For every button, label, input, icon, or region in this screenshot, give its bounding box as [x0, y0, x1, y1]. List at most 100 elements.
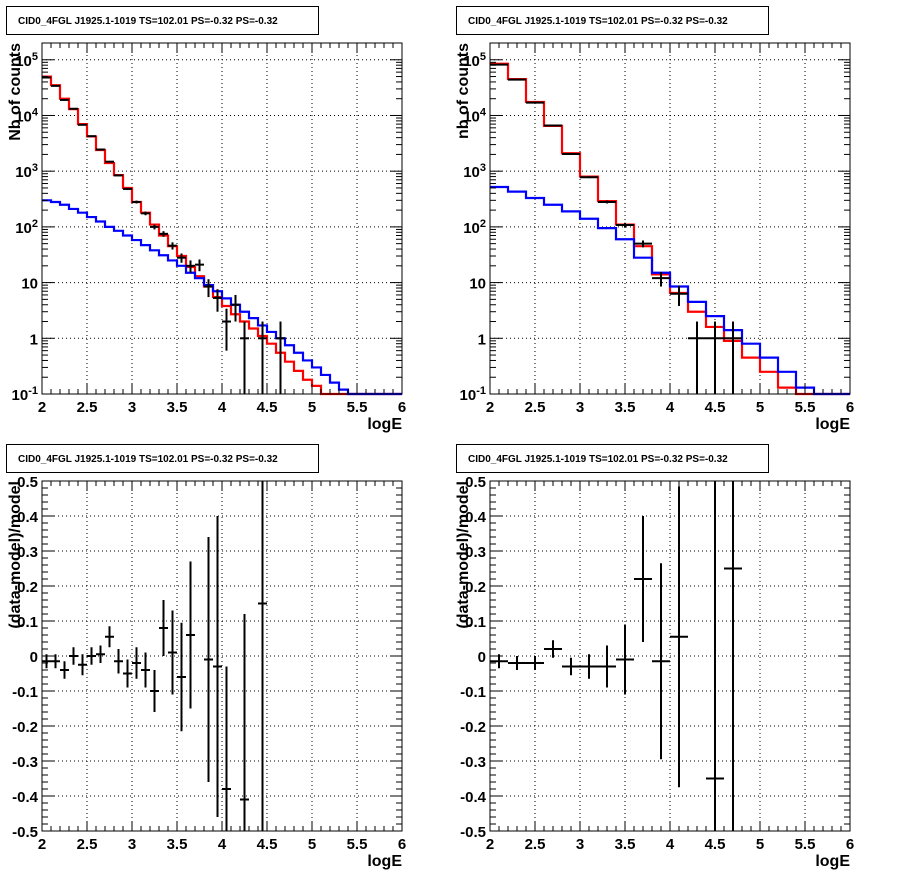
plot-title: CID0_4FGL J1925.1-1019 TS=102.01 PS=-0.3…: [18, 16, 278, 27]
x-axis: 2 2.5 3 3.5 4 4.5 5 5.5 6: [486, 43, 854, 416]
grid: [490, 43, 850, 394]
y-tick-label: 1: [478, 331, 486, 348]
x-tick-label: 3.5: [615, 399, 636, 416]
chart-panel-1: CID0_4FGL J1925.1-1019 TS=102.01 PS=-0.3…: [6, 6, 406, 433]
x-axis-title: logE: [367, 853, 402, 870]
data-point: [186, 561, 195, 709]
x-tick-label: 5.5: [795, 399, 816, 416]
x-tick-label: 5: [756, 836, 764, 853]
y-axis-title: Nb of counts: [7, 43, 24, 141]
data-point: [258, 321, 267, 394]
y-tick-label: 10-1: [460, 385, 486, 404]
data-point: [132, 647, 141, 679]
y-axis-title: nb of counts: [455, 43, 472, 139]
data-point: [177, 253, 186, 263]
x-tick-label: 5: [308, 836, 316, 853]
x-tick-label: 2: [486, 399, 494, 416]
x-tick-label: 6: [398, 836, 406, 853]
y-tick-label: -0.2: [12, 719, 38, 736]
data-point: [87, 135, 96, 138]
x-tick-label: 5: [756, 399, 764, 416]
data-point: [652, 563, 670, 760]
plot-title: CID0_4FGL J1925.1-1019 TS=102.01 PS=-0.3…: [18, 454, 278, 465]
data-point: [123, 187, 132, 191]
x-tick-label: 6: [846, 836, 854, 853]
x-tick-label: 4: [218, 399, 227, 416]
x-tick-label: 2.5: [77, 836, 98, 853]
data-point: [204, 537, 213, 782]
data-points: [490, 63, 742, 394]
x-tick-label: 2.5: [525, 836, 546, 853]
data-point: [580, 654, 598, 679]
x-axis: 2 2.5 3 3.5 4 4.5 5 5.5 6: [38, 481, 406, 853]
data-point: [141, 652, 150, 688]
y-tick-label: -0.5: [12, 824, 38, 841]
data-point: [276, 321, 285, 394]
y-tick-label: 103: [15, 162, 38, 181]
x-tick-label: 4: [666, 399, 675, 416]
chart-panel-3: CID0_4FGL J1925.1-1019 TS=102.01 PS=-0.3…: [6, 444, 406, 870]
x-tick-label: 6: [846, 399, 854, 416]
data-point: [96, 645, 105, 663]
y-tick-label: 0.2: [17, 579, 38, 596]
y-tick-label: 0.3: [17, 544, 38, 561]
x-tick-label: 3: [128, 836, 136, 853]
data-point: [562, 153, 580, 156]
total_model-histogram: [490, 62, 850, 396]
data-point: [132, 200, 141, 204]
title-box: [6, 6, 319, 35]
x-tick-label: 3: [576, 399, 584, 416]
chart-panel-4: CID0_4FGL J1925.1-1019 TS=102.01 PS=-0.3…: [455, 444, 854, 870]
data-point: [634, 240, 652, 248]
grid: [42, 43, 402, 394]
data-point: [258, 481, 267, 831]
title-box: [6, 444, 319, 473]
y-axis: 10-1 1 10 102 103 104 105: [12, 42, 402, 404]
x-tick-label: 3: [128, 399, 136, 416]
x-tick-label: 5.5: [347, 836, 368, 853]
y-tick-label: 0.4: [17, 509, 39, 526]
x-tick-label: 4.5: [705, 836, 726, 853]
y-tick-label: 0.5: [17, 474, 38, 491]
x-axis-title: logE: [815, 853, 850, 870]
y-axis-title: (data-model)/model: [455, 481, 472, 629]
x-axis: 2 2.5 3 3.5 4 4.5 5 5.5 6: [38, 43, 406, 416]
y-tick-label: -0.1: [12, 684, 38, 701]
data-point: [580, 176, 598, 179]
x-tick-label: 4: [666, 836, 675, 853]
data-point: [213, 289, 222, 312]
y-tick-label: -0.1: [460, 684, 486, 701]
x-tick-label: 2: [38, 399, 46, 416]
data-point: [526, 656, 544, 670]
y-tick-label: 0.1: [17, 614, 38, 631]
data-point: [222, 308, 231, 351]
y-tick-label: -0.3: [460, 754, 486, 771]
data-point: [150, 670, 159, 712]
background_model-histogram: [42, 199, 402, 396]
x-tick-label: 2: [486, 836, 494, 853]
data-point: [78, 654, 87, 676]
data-point: [706, 321, 724, 394]
x-tick-label: 4.5: [257, 836, 278, 853]
x-tick-label: 2.5: [525, 399, 546, 416]
x-tick-label: 3.5: [167, 399, 188, 416]
x-tick-label: 3: [576, 836, 584, 853]
x-tick-label: 5.5: [795, 836, 816, 853]
data-point: [490, 654, 508, 669]
data-point: [724, 481, 742, 831]
data-point: [706, 481, 724, 831]
y-tick-label: -0.4: [12, 789, 39, 806]
y-tick-label: 103: [463, 162, 486, 181]
data-point: [78, 123, 87, 126]
x-tick-label: 2.5: [77, 399, 98, 416]
data-point: [544, 640, 562, 658]
data-point: [150, 224, 159, 230]
data-point: [616, 222, 634, 228]
data-point: [598, 645, 616, 688]
data-point: [724, 321, 742, 394]
data-point: [87, 647, 96, 665]
data-point: [105, 160, 114, 163]
data-points: [42, 76, 285, 394]
data-point: [195, 259, 204, 272]
data-point: [670, 486, 688, 788]
